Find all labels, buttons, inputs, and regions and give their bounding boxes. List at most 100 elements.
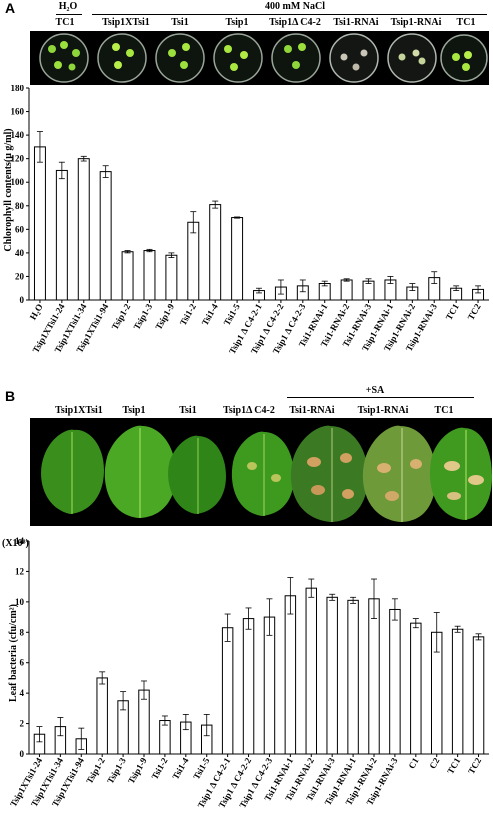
h2o-header: H₂O [58, 1, 78, 12]
x-tick-label: C2 [427, 756, 441, 771]
y-tick-label: 0 [20, 749, 25, 759]
x-tick-label: Tsi1-4 [200, 302, 220, 328]
bar [347, 599, 359, 755]
bar [368, 598, 380, 755]
bar [159, 720, 171, 755]
bar [340, 279, 353, 301]
x-tick-label: Tsi1-4 [170, 756, 190, 782]
bar [96, 677, 108, 755]
x-tick-label: Tsi1-5 [191, 756, 211, 782]
plate-label-8: TC1 [456, 17, 476, 28]
x-tick-label: Tsip1-3 [105, 756, 128, 786]
plate-2 [97, 33, 147, 83]
x-tick-label: H₂O [28, 302, 45, 321]
x-tick-label: Tsip1-2 [84, 756, 107, 786]
y-tick-label: 2 [20, 719, 25, 729]
leaf-label-7: TC1 [434, 405, 454, 416]
x-tick-label: Tsip1-9 [126, 756, 149, 786]
y-tick-label: 6 [20, 658, 25, 668]
bar [284, 595, 297, 755]
leaf-1 [41, 429, 104, 514]
y-tick-label: 160 [11, 107, 25, 117]
x-tick-label: Tsip1-9 [153, 302, 176, 332]
y-tick-label: 14 [15, 536, 25, 546]
bar [362, 280, 375, 301]
leaf-bacteria-y-axis-label: Leaf bacteria (cfu/cm²) [8, 604, 19, 702]
sa-header-rule [287, 397, 474, 398]
leaf-4 [231, 431, 294, 516]
plate-label-3: Tsi1 [171, 17, 189, 28]
bar [410, 622, 422, 755]
bar [242, 618, 255, 755]
nacl-header-rule [92, 14, 487, 15]
y-tick-label: 8 [20, 627, 25, 637]
leaf-label-4: Tsip1Δ C4-2 [223, 405, 275, 416]
plate-label-7: Tsip1-RNAi [390, 17, 442, 28]
x-tick-label: TC2 [466, 756, 483, 776]
plate-5 [271, 33, 321, 83]
y-tick-label: 120 [11, 154, 25, 164]
h2o-header-rule [56, 14, 82, 15]
infected-leaves-photo [30, 418, 492, 526]
chlorophyll-y-axis-label: Chlorophyll contents(μ g/ml) [3, 128, 14, 251]
panel-b-letter: B [5, 388, 16, 404]
leaf-3 [168, 435, 226, 514]
bar [99, 171, 112, 301]
leaf-6 [362, 425, 436, 522]
x-tick-label: TC2 [466, 302, 483, 322]
bar [138, 689, 150, 755]
bar [55, 169, 68, 301]
leaf-2 [104, 425, 176, 518]
leaf-5 [290, 425, 368, 522]
y-tick-label: 100 [11, 177, 25, 187]
bar [143, 250, 156, 301]
x-tick-label: Tsip1-3 [131, 302, 154, 332]
leaf-label-6: Tsip1-RNAi [357, 405, 409, 416]
plate-3 [155, 33, 205, 83]
plate-8 [440, 34, 488, 82]
bar [326, 596, 338, 755]
x-tick-label: Tsip1-2 [110, 302, 133, 332]
bar [33, 146, 46, 301]
x-tick-label: Tsi1-5 [222, 302, 242, 328]
leaf-label-5: Tsi1-RNAi [289, 405, 335, 416]
chlorophyll-chart: Chlorophyll contents(μ g/ml) 0 20 40 60 80 10… [3, 85, 489, 356]
x-tick-label: Tsi1-2 [149, 756, 169, 782]
y-tick-label: 180 [11, 85, 25, 93]
plate-label-4: Tsip1 [225, 17, 249, 28]
x-tick-label: Tsi1-2 [178, 302, 198, 328]
plate-6 [329, 33, 379, 83]
plate-label-1: TC1 [55, 17, 75, 28]
panel-a-letter: A [5, 0, 16, 16]
leaf-7 [429, 427, 492, 520]
sa-header: +SA [365, 385, 385, 396]
bar [451, 628, 464, 755]
bar [187, 221, 200, 301]
y-tick-label: 20 [15, 271, 25, 281]
bar [77, 158, 90, 301]
y-tick-label: 80 [15, 201, 25, 211]
bar [389, 608, 401, 755]
bar [263, 616, 276, 755]
plate-7 [387, 33, 437, 83]
y-tick-label: 60 [15, 224, 25, 234]
nacl-header: 400 mM NaCl [265, 1, 325, 12]
bar [231, 217, 244, 301]
y-tick-label: 140 [11, 130, 25, 140]
x-tick-label: TC1 [444, 302, 461, 322]
bar [472, 636, 485, 755]
leaf-label-3: Tsi1 [179, 405, 197, 416]
plate-1 [39, 33, 89, 83]
y-tick-label: 40 [15, 248, 25, 258]
x-tick-label: C1 [406, 756, 420, 771]
plate-label-6: Tsi1-RNAi [333, 17, 379, 28]
leaf-label-1: Tsip1XTsi1 [55, 405, 103, 416]
bar [221, 627, 234, 755]
plate-label-2: Tsip1XTsi1 [102, 17, 150, 28]
bar [209, 204, 222, 301]
bar [121, 251, 134, 301]
plate-label-5: Tsip1Δ C4-2 [269, 17, 321, 28]
x-tick-label: TC1 [445, 756, 462, 776]
plate-4 [213, 33, 263, 83]
leaf-label-2: Tsip1 [122, 405, 146, 416]
